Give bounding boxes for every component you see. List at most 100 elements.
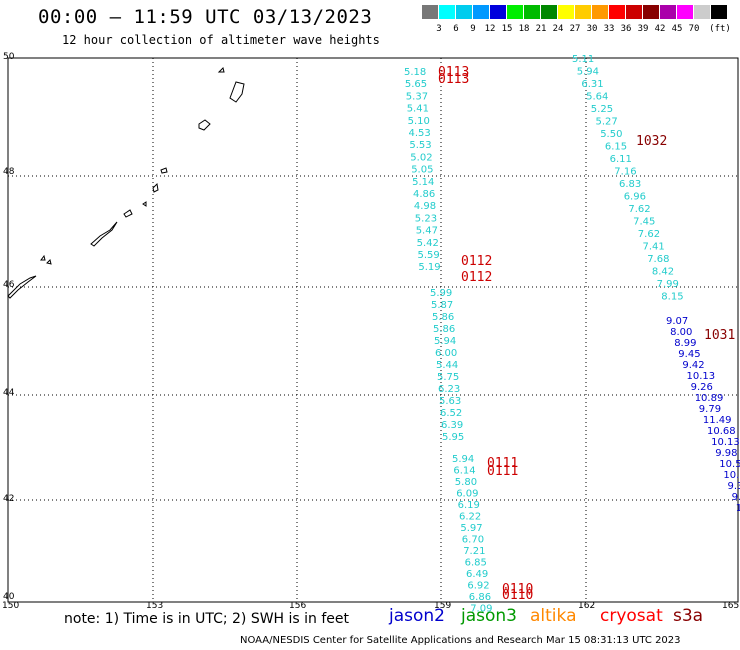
pass-time-label: 1031: [704, 328, 735, 343]
pass-time-label: 0112: [461, 254, 492, 269]
track-value: 7.09: [470, 604, 492, 615]
track-value: 7.68: [647, 254, 669, 265]
scale-swatch: [694, 5, 710, 19]
track-value: 6.52: [440, 408, 462, 419]
lon-label-156: 156: [289, 601, 307, 611]
scale-label: 30: [586, 24, 598, 34]
track-value: 5.37: [406, 91, 428, 102]
lat-label-44: 44: [3, 388, 15, 398]
footer-credit: NOAA/NESDIS Center for Satellite Applica…: [240, 635, 681, 646]
track-value: 7.45: [633, 217, 655, 228]
track-value: 5.11: [572, 54, 594, 65]
track-value: 5.47: [416, 226, 438, 237]
lon-label-159: 159: [434, 601, 452, 611]
lat-label-42: 42: [3, 494, 15, 504]
track-value: 5.23: [415, 213, 437, 224]
track-value: 6.19: [458, 500, 480, 511]
track-value: 6.00: [435, 348, 457, 359]
track-value: 5.42: [417, 238, 439, 249]
page-subtitle: 12 hour collection of altimeter wave hei…: [62, 33, 380, 47]
coastline-island: [160, 167, 168, 174]
track-value: 7.99: [657, 279, 679, 290]
coastline-island: [46, 259, 52, 265]
track-value: 8.00: [670, 327, 692, 338]
track-value: 5.05: [411, 165, 433, 176]
pass-time-label: 0113: [438, 72, 469, 87]
track-value: 5.63: [439, 396, 461, 407]
track-value: 5.53: [409, 140, 431, 151]
page-title: 00:00 – 11:59 UTC 03/13/2023: [38, 6, 373, 28]
track-value: 7.16: [614, 167, 636, 178]
coastline-island: [217, 67, 225, 73]
pass-time-label: 0110: [502, 582, 533, 597]
track-value: 6.23: [438, 384, 460, 395]
track-value: 7.62: [638, 229, 660, 240]
track-value: 10.13: [711, 437, 740, 448]
pass-time-label: 0111: [487, 456, 518, 471]
track-value: 5.18: [404, 67, 426, 78]
track-value: 7.21: [463, 546, 485, 557]
track-value: 10.13: [687, 371, 716, 382]
scale-label: 36: [620, 24, 632, 34]
lon-label-162: 162: [578, 601, 596, 611]
scale-swatch: [541, 5, 557, 19]
track-value: 10.54: [719, 459, 740, 470]
coastline-island: [123, 209, 133, 218]
scale-swatch: [473, 5, 489, 19]
track-value: 6.85: [465, 558, 487, 569]
scale-label: 39: [637, 24, 649, 34]
sat-legend-cryosat: cryosat: [600, 606, 663, 626]
track-value: 4.86: [413, 189, 435, 200]
track-value: 5.64: [586, 92, 608, 103]
scale-swatch: [609, 5, 625, 19]
pass-time-label: 0111: [487, 464, 518, 479]
track-value: 5.94: [452, 454, 474, 465]
track-value: 7.41: [643, 242, 665, 253]
sat-legend-jason3: jason3: [461, 606, 517, 626]
track-value: 5.19: [418, 262, 440, 273]
track-value: 6.92: [467, 581, 489, 592]
scale-swatch: [507, 5, 523, 19]
scale-label: 18: [518, 24, 530, 34]
track-value: 9.26: [691, 382, 713, 393]
track-value: 6.83: [619, 179, 641, 190]
scale-swatch: [456, 5, 472, 19]
track-value: 5.95: [442, 432, 464, 443]
track-value: 4.98: [414, 201, 436, 212]
track-value: 5.25: [591, 104, 613, 115]
scale-swatch: [575, 5, 591, 19]
scale-label: 6: [453, 24, 459, 34]
scale-label: 42: [654, 24, 666, 34]
coastline-island: [152, 182, 159, 193]
track-value: 8.99: [674, 338, 696, 349]
scale-swatch: [643, 5, 659, 19]
track-value: 6.11: [610, 154, 632, 165]
coastline-island: [7, 275, 37, 299]
track-value: 4.53: [409, 128, 431, 139]
track-value: 5.50: [600, 129, 622, 140]
track-value: 5.86: [432, 312, 454, 323]
track-value: 6.86: [469, 592, 491, 603]
scale-label: 33: [603, 24, 615, 34]
track-value: 6.96: [624, 192, 646, 203]
coastline-island: [198, 119, 211, 131]
pass-time-label: 1032: [636, 134, 667, 149]
lat-label-48: 48: [3, 167, 15, 177]
track-value: 6.22: [459, 512, 481, 523]
lon-label-153: 153: [146, 601, 164, 611]
track-value: 5.65: [405, 79, 427, 90]
track-value: 5.75: [437, 372, 459, 383]
scale-swatch: [524, 5, 540, 19]
scale-swatch: [439, 5, 455, 19]
scale-swatch: [558, 5, 574, 19]
track-value: 9.98: [715, 448, 737, 459]
scale-swatch: [677, 5, 693, 19]
track-value: 6.15: [605, 142, 627, 153]
track-value: 6.09: [456, 489, 478, 500]
coastline-island: [90, 221, 118, 247]
track-value: 5.59: [418, 250, 440, 261]
coastline-island: [229, 81, 245, 103]
scale-label: 15: [501, 24, 513, 34]
track-value: 10.1: [723, 470, 740, 481]
